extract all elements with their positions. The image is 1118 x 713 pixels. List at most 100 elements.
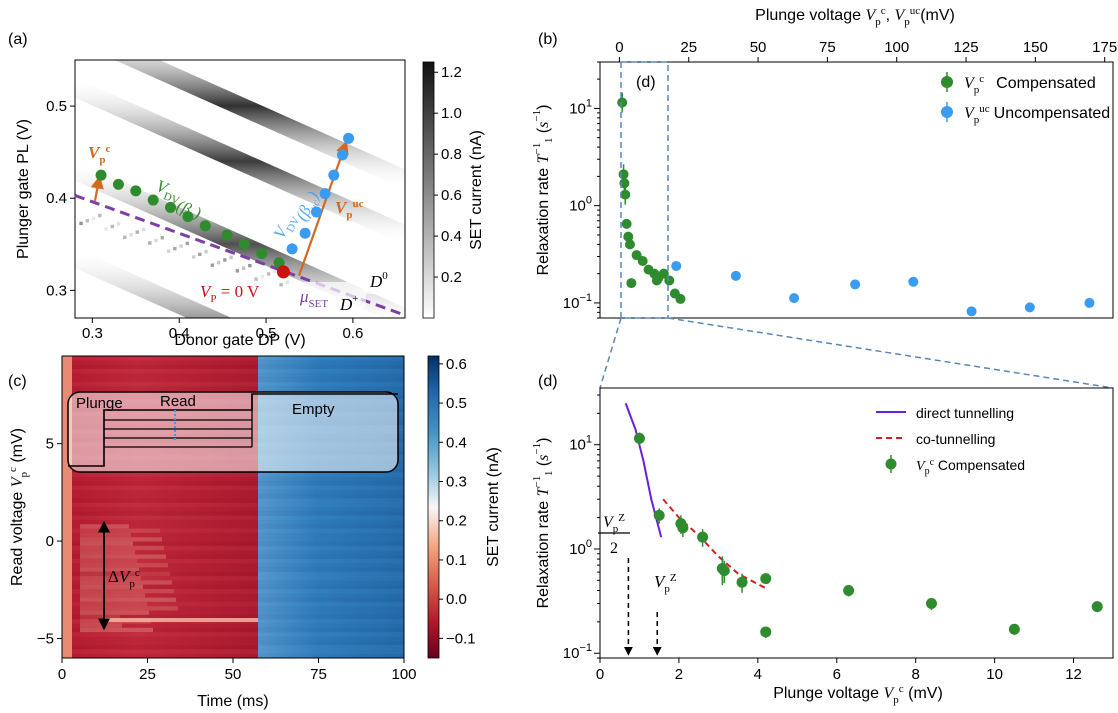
tunnel-row: [80, 528, 160, 533]
signal-row: [258, 584, 404, 590]
tunnel-row: [80, 584, 143, 589]
co-tunnelling-line: [662, 498, 767, 590]
compensated-point: [130, 185, 142, 197]
direct-tunnelling-line: [624, 402, 663, 538]
panel-d-points: [633, 432, 1103, 638]
y-tick-label: 10−1: [563, 642, 592, 662]
noise-pixel: [166, 249, 171, 253]
compensated-point: [620, 189, 631, 200]
panel-d-ylabel: Relaxation rate T−11 (s−1): [531, 438, 555, 609]
noise-pixel: [248, 263, 252, 268]
tunnel-row: [80, 554, 166, 559]
signal-row: [72, 489, 258, 495]
signal-row: [258, 524, 404, 529]
signal-row: [258, 356, 404, 361]
compensated-point: [1091, 601, 1103, 613]
vp-c-arrow: [90, 175, 104, 202]
legend-uncompensated: Vpuc Uncompensated: [964, 103, 1110, 126]
panel-a-ylabel: Plunger gate PL (V): [15, 119, 32, 259]
signal-row: [258, 567, 404, 573]
compensated-point: [843, 584, 855, 596]
compensated-point: [199, 220, 211, 232]
origin-point: [276, 265, 290, 279]
x-tick-label: 8: [912, 666, 920, 683]
compensated-point: [95, 169, 107, 181]
zoom-connector-left: [599, 317, 622, 389]
legend-direct-tunnelling: direct tunnelling: [916, 405, 1014, 421]
signal-row: [72, 558, 258, 564]
uncompensated-point: [789, 293, 800, 304]
signal-row: [72, 472, 258, 478]
y-tick-label: 10−1: [563, 292, 592, 312]
legend-co-tunnelling: co-tunnelling: [916, 431, 995, 447]
noise-pixel: [141, 227, 146, 232]
vpz-half-label: VpZ: [603, 512, 625, 535]
colorbar-tick-label: 1.2: [441, 64, 462, 81]
colorbar-tick-label: 0.3: [446, 474, 467, 491]
noise-pixel: [185, 241, 190, 246]
signal-row: [258, 606, 404, 611]
y-tick-label: 0.4: [46, 190, 67, 207]
tunnel-row: [80, 563, 168, 568]
x-tick-label: 0.6: [342, 325, 363, 342]
noise-pixel: [198, 252, 202, 257]
signal-row: [72, 614, 258, 620]
x-tick-label: 150: [1023, 39, 1048, 56]
signal-row: [258, 377, 404, 383]
x-tick-label: 125: [954, 39, 979, 56]
noise-pixel: [266, 272, 271, 276]
panel-c-xlabel: Time (ms): [197, 693, 268, 710]
x-tick-label: 2: [675, 666, 683, 683]
vp-uc-arrow: [298, 140, 349, 276]
uncompensated-point: [1084, 297, 1095, 308]
vpz-label: VpZ: [654, 572, 677, 595]
compensated-point: [718, 565, 730, 577]
signal-row: [258, 632, 404, 637]
noise-pixel: [79, 221, 83, 226]
signal-row: [258, 558, 404, 564]
tunnel-row: [80, 545, 164, 551]
signal-row: [72, 381, 258, 387]
colorbar-tick-label: 0.2: [441, 269, 462, 286]
signal-row: [72, 515, 258, 521]
vpz-half-denominator: 2: [610, 540, 618, 557]
y-tick-label: 0.3: [46, 282, 67, 299]
tunnel-row: [80, 588, 174, 594]
noise-pixel: [98, 213, 102, 218]
panel-c: (c) Plunge Read Empty ΔVpc 0 25 50 75 100−50…: [7, 355, 502, 710]
noise-pixel: [135, 230, 140, 234]
tunnel-row: [80, 558, 137, 564]
panel-c-ylabel: Read voltage Vpc (mV): [7, 428, 30, 586]
y-tick-label: 100: [569, 195, 592, 215]
y-tick-label: 100: [569, 538, 592, 558]
signal-row: [72, 377, 258, 383]
panel-d-frame: [599, 387, 1114, 659]
signal-row: [258, 610, 404, 616]
signal-row: [258, 619, 404, 624]
noise-pixel: [179, 244, 183, 248]
signal-row: [258, 571, 404, 577]
tunnel-row: [80, 576, 141, 581]
signal-row: [72, 494, 258, 499]
panel-c-label: (c): [8, 373, 27, 390]
zoom-connector-right: [667, 317, 1114, 389]
colorbar-tick-label: 0.5: [446, 395, 467, 412]
compensated-point: [256, 248, 268, 259]
signal-row: [258, 649, 404, 654]
noise-pixel: [285, 280, 290, 284]
x-tick-label: 12: [1065, 666, 1082, 683]
noise-pixel: [85, 219, 89, 223]
signal-row: [72, 601, 258, 607]
signal-row: [258, 597, 404, 603]
panel-a-colorbar-label: SET current (nA): [468, 130, 485, 250]
panel-b-ylabel: Relaxation rate T−11 (s−1): [531, 105, 555, 276]
compensated-point: [736, 576, 748, 588]
panel-a: (a) 0.3 0.4 0.5 0.60.30.40.5 VpcVpucVDV(βc)…: [8, 31, 485, 349]
panel-c-pulse-inset: Plunge Read Empty: [67, 391, 399, 473]
compensated-point: [1008, 623, 1020, 635]
x-tick-label: 50: [750, 39, 767, 56]
compensated-point: [618, 169, 629, 180]
signal-row: [72, 485, 258, 491]
signal-row: [72, 563, 258, 568]
vp-zero-label: VP = 0 V: [200, 282, 260, 305]
